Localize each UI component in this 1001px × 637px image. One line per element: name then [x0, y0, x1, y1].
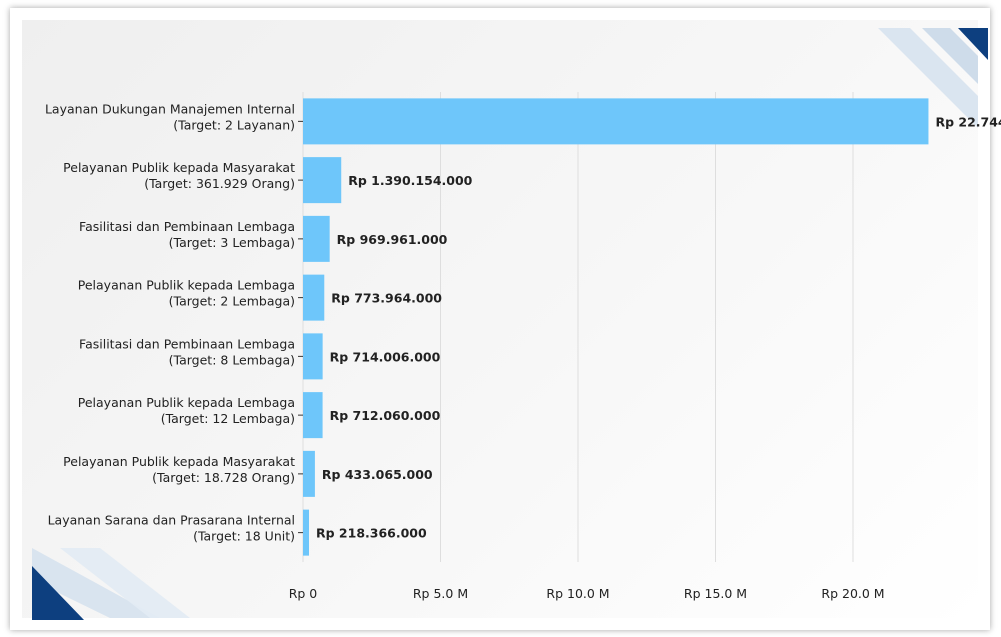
data-label: Rp 773.964.000 — [331, 291, 442, 306]
category-label: Fasilitasi dan Pembinaan Lembaga — [79, 336, 295, 351]
x-axis-ticks: Rp 0 Rp 5.0 M Rp 10.0 M Rp 15.0 M Rp 20.0 M — [289, 586, 885, 601]
top-right-light-stripe — [878, 28, 978, 128]
x-tick-label: Rp 15.0 M — [684, 586, 747, 601]
bar — [303, 392, 323, 439]
category-label: Pelayanan Publik kepada Masyarakat — [63, 160, 295, 175]
bar — [303, 215, 330, 262]
category-label: (Target: 2 Lembaga) — [169, 294, 295, 309]
category-label: (Target: 3 Lembaga) — [169, 235, 295, 250]
x-tick-label: Rp 20.0 M — [821, 586, 884, 601]
category-label: (Target: 8 Lembaga) — [169, 352, 295, 367]
category-label: (Target: 361.929 Orang) — [144, 176, 295, 191]
data-label: Rp 22.744.004.000 — [935, 114, 1001, 129]
data-label: Rp 714.006.000 — [330, 349, 441, 364]
bar — [303, 157, 342, 204]
data-label: Rp 969.961.000 — [337, 232, 448, 247]
category-label: Layanan Sarana dan Prasarana Internal — [48, 513, 295, 528]
category-label: Pelayanan Publik kepada Lembaga — [78, 278, 295, 293]
bar — [303, 274, 325, 321]
data-label: Rp 1.390.154.000 — [348, 173, 472, 188]
bottom-left-dark-triangle — [32, 566, 84, 620]
category-labels: Layanan Dukungan Manajemen Internal(Targ… — [45, 101, 303, 544]
bar — [303, 450, 315, 497]
data-label: Rp 218.366.000 — [316, 526, 427, 541]
category-label: (Target: 18 Unit) — [193, 529, 295, 544]
category-label: (Target: 2 Layanan) — [173, 117, 295, 132]
value-labels: Rp 22.744.004.000 Rp 1.390.154.000 Rp 969.… — [316, 114, 1001, 540]
category-label: Pelayanan Publik kepada Masyarakat — [63, 454, 295, 469]
category-label: (Target: 18.728 Orang) — [152, 470, 295, 485]
grid-lines — [302, 92, 854, 562]
x-tick-label: Rp 0 — [289, 586, 318, 601]
bar — [303, 98, 929, 145]
x-tick-label: Rp 5.0 M — [413, 586, 468, 601]
top-right-dark-triangle — [958, 28, 988, 60]
category-label: Fasilitasi dan Pembinaan Lembaga — [79, 219, 295, 234]
category-label: Pelayanan Publik kepada Lembaga — [78, 395, 295, 410]
category-label: Layanan Dukungan Manajemen Internal — [45, 101, 295, 116]
bottom-left-light-stripe — [60, 548, 190, 618]
x-tick-label: Rp 10.0 M — [546, 586, 609, 601]
bars — [303, 98, 929, 556]
data-label: Rp 433.065.000 — [322, 467, 433, 482]
bar — [303, 509, 310, 556]
category-label: (Target: 12 Lembaga) — [161, 411, 295, 426]
top-right-light-stripe — [922, 28, 978, 84]
bar — [303, 333, 323, 380]
data-label: Rp 712.060.000 — [330, 408, 441, 423]
